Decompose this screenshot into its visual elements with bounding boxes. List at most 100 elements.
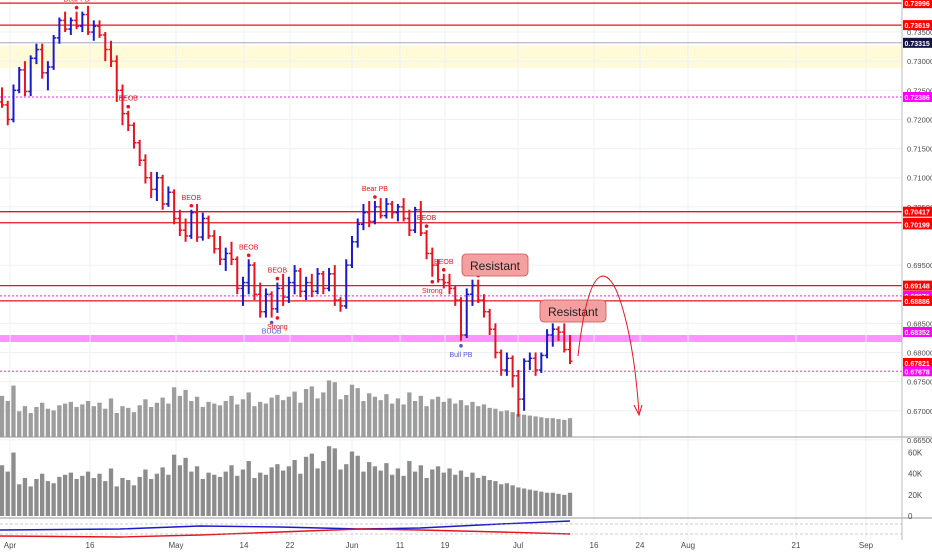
volume-bar xyxy=(22,477,28,516)
signal-label: BEOB xyxy=(417,215,437,222)
price-bar xyxy=(538,352,544,373)
supply-zone xyxy=(0,45,902,69)
volume-bar xyxy=(252,477,257,516)
price-bar xyxy=(315,268,321,295)
volume-overlay-bar xyxy=(401,404,406,437)
price-bar xyxy=(119,84,125,126)
price-bar xyxy=(395,203,401,222)
price-tag-box xyxy=(903,280,932,291)
volume-overlay-bar xyxy=(504,410,510,437)
price-bar xyxy=(280,273,286,306)
volume-overlay-bar xyxy=(17,411,22,437)
volume-overlay-bar xyxy=(108,398,114,437)
volume-bar xyxy=(177,465,183,516)
y-tick-label: 0.67500 xyxy=(907,378,932,387)
price-bar xyxy=(320,270,326,295)
volume-overlay-bar xyxy=(315,398,320,437)
price-bar xyxy=(521,358,527,411)
volume-overlay-bar xyxy=(126,407,131,437)
annotation-box xyxy=(461,253,529,277)
volume-bar xyxy=(407,461,412,516)
price-bar xyxy=(211,230,217,254)
price-bar xyxy=(326,268,332,292)
volume-overlay-bar xyxy=(567,418,573,437)
volume-bar xyxy=(510,485,515,516)
volume-bar xyxy=(378,470,383,516)
volume-overlay-bar xyxy=(74,407,79,437)
price-bar xyxy=(561,323,567,353)
volume-bar xyxy=(550,492,555,516)
price-tag-label: 0.72386 xyxy=(905,95,930,102)
price-bar xyxy=(303,276,309,301)
volume-overlay-bar xyxy=(539,417,544,437)
signal-marker xyxy=(126,104,131,109)
price-tag: 0.73996 xyxy=(903,0,932,8)
volume-overlay-bar xyxy=(258,401,263,437)
price-bar xyxy=(550,323,556,347)
volume-overlay-bar xyxy=(544,418,550,437)
volume-overlay-bar xyxy=(332,382,337,437)
volume-overlay-bar xyxy=(476,406,481,437)
volume-overlay-bar xyxy=(57,405,62,437)
volume-overlay-bar xyxy=(481,404,487,437)
magenta-band xyxy=(0,335,902,343)
volume-overlay-bar xyxy=(344,395,349,437)
price-bar xyxy=(188,209,194,239)
volume-bar xyxy=(57,476,62,516)
volume-bar xyxy=(131,485,137,516)
volume-overlay-bar xyxy=(395,398,401,437)
volume-overlay-bar xyxy=(166,403,171,437)
volume-bar xyxy=(103,481,108,516)
indicator-line-red xyxy=(0,528,571,538)
volume-bar xyxy=(120,477,125,516)
signal-label: Strong xyxy=(422,288,443,295)
volume-overlay-bar xyxy=(269,397,274,437)
volume-bar xyxy=(206,472,211,516)
volume-bar xyxy=(91,477,96,516)
volume-overlay-bar xyxy=(464,405,469,437)
annotation-text: Resistant xyxy=(470,259,521,273)
volume-overlay-bar xyxy=(22,406,28,437)
volume-overlay-bar xyxy=(527,415,532,437)
volume-overlay-bar xyxy=(34,407,39,437)
volume-overlay-bar xyxy=(516,413,521,437)
volume-bar xyxy=(51,483,56,516)
signal-label: BEOB xyxy=(434,259,454,266)
price-bar xyxy=(527,352,533,370)
volume-bar xyxy=(28,486,33,516)
signal-label: BEOB xyxy=(239,244,259,251)
volume-overlay-bar xyxy=(51,410,56,437)
y-tick-label: 0.71000 xyxy=(907,174,932,183)
price-tag: 0.68886 xyxy=(903,295,932,306)
volume-bar xyxy=(481,475,487,516)
volume-bar xyxy=(303,456,309,516)
volume-bar xyxy=(384,463,389,516)
volume-overlay-bar xyxy=(240,399,246,437)
price-bar xyxy=(269,291,275,318)
volume-bar xyxy=(430,469,435,516)
price-tag: 0.67821 xyxy=(903,357,932,368)
volume-bar xyxy=(85,471,91,516)
price-bar xyxy=(441,273,447,289)
volume-bar xyxy=(246,461,251,516)
x-tick-label: Jul xyxy=(513,541,523,550)
volume-bar xyxy=(143,469,148,516)
volume-bar xyxy=(326,446,332,516)
volume-bar xyxy=(212,474,217,516)
price-tag: 0.69148 xyxy=(903,280,932,291)
annotation-text: Resistant xyxy=(548,305,599,319)
volume-bar xyxy=(0,465,5,516)
volume-bar xyxy=(344,464,349,516)
price-bar xyxy=(366,201,372,228)
signal-label: BUOB xyxy=(262,329,282,336)
volume-bar xyxy=(223,471,228,516)
volume-overlay-bar xyxy=(114,413,119,437)
price-tag: 0.67678 xyxy=(903,366,932,377)
y-tick-label: 0.71500 xyxy=(907,145,932,154)
volume-overlay-bar xyxy=(303,389,309,437)
x-tick-label: 19 xyxy=(441,541,450,550)
price-tag: 0.72386 xyxy=(903,91,932,102)
price-bar xyxy=(556,326,562,341)
indicator-line-blue xyxy=(0,520,571,531)
